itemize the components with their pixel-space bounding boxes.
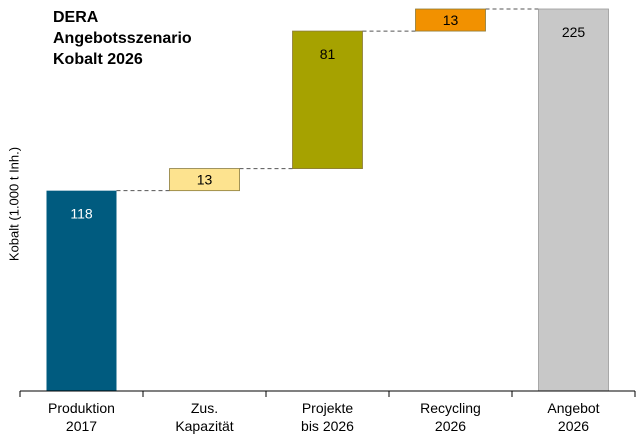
chart-title-line-3: Kobalt 2026 xyxy=(53,51,143,68)
data-label: 225 xyxy=(562,24,586,40)
bar-4 xyxy=(415,8,486,32)
chart-title-line-1: DERA xyxy=(53,9,99,26)
data-label: 81 xyxy=(320,46,336,62)
x-tick-label: Recycling 2026 xyxy=(420,400,481,434)
chart-title-line-2: Angebotsszenario xyxy=(53,30,192,47)
bar-3 xyxy=(292,30,363,169)
data-label: 118 xyxy=(70,206,93,222)
chart-title: DERA Angebotsszenario Kobalt 2026 xyxy=(53,7,192,70)
bar-5 xyxy=(538,8,609,392)
bar-2 xyxy=(169,168,240,192)
x-tick-label: Projekte bis 2026 xyxy=(301,400,354,434)
data-label: 13 xyxy=(443,12,459,28)
bar-1 xyxy=(46,190,117,391)
data-label: 13 xyxy=(197,172,213,188)
x-tick-label: Angebot 2026 xyxy=(547,400,599,434)
x-tick-label: Produktion 2017 xyxy=(48,400,115,434)
x-tick-label: Zus. Kapazität xyxy=(175,400,233,434)
